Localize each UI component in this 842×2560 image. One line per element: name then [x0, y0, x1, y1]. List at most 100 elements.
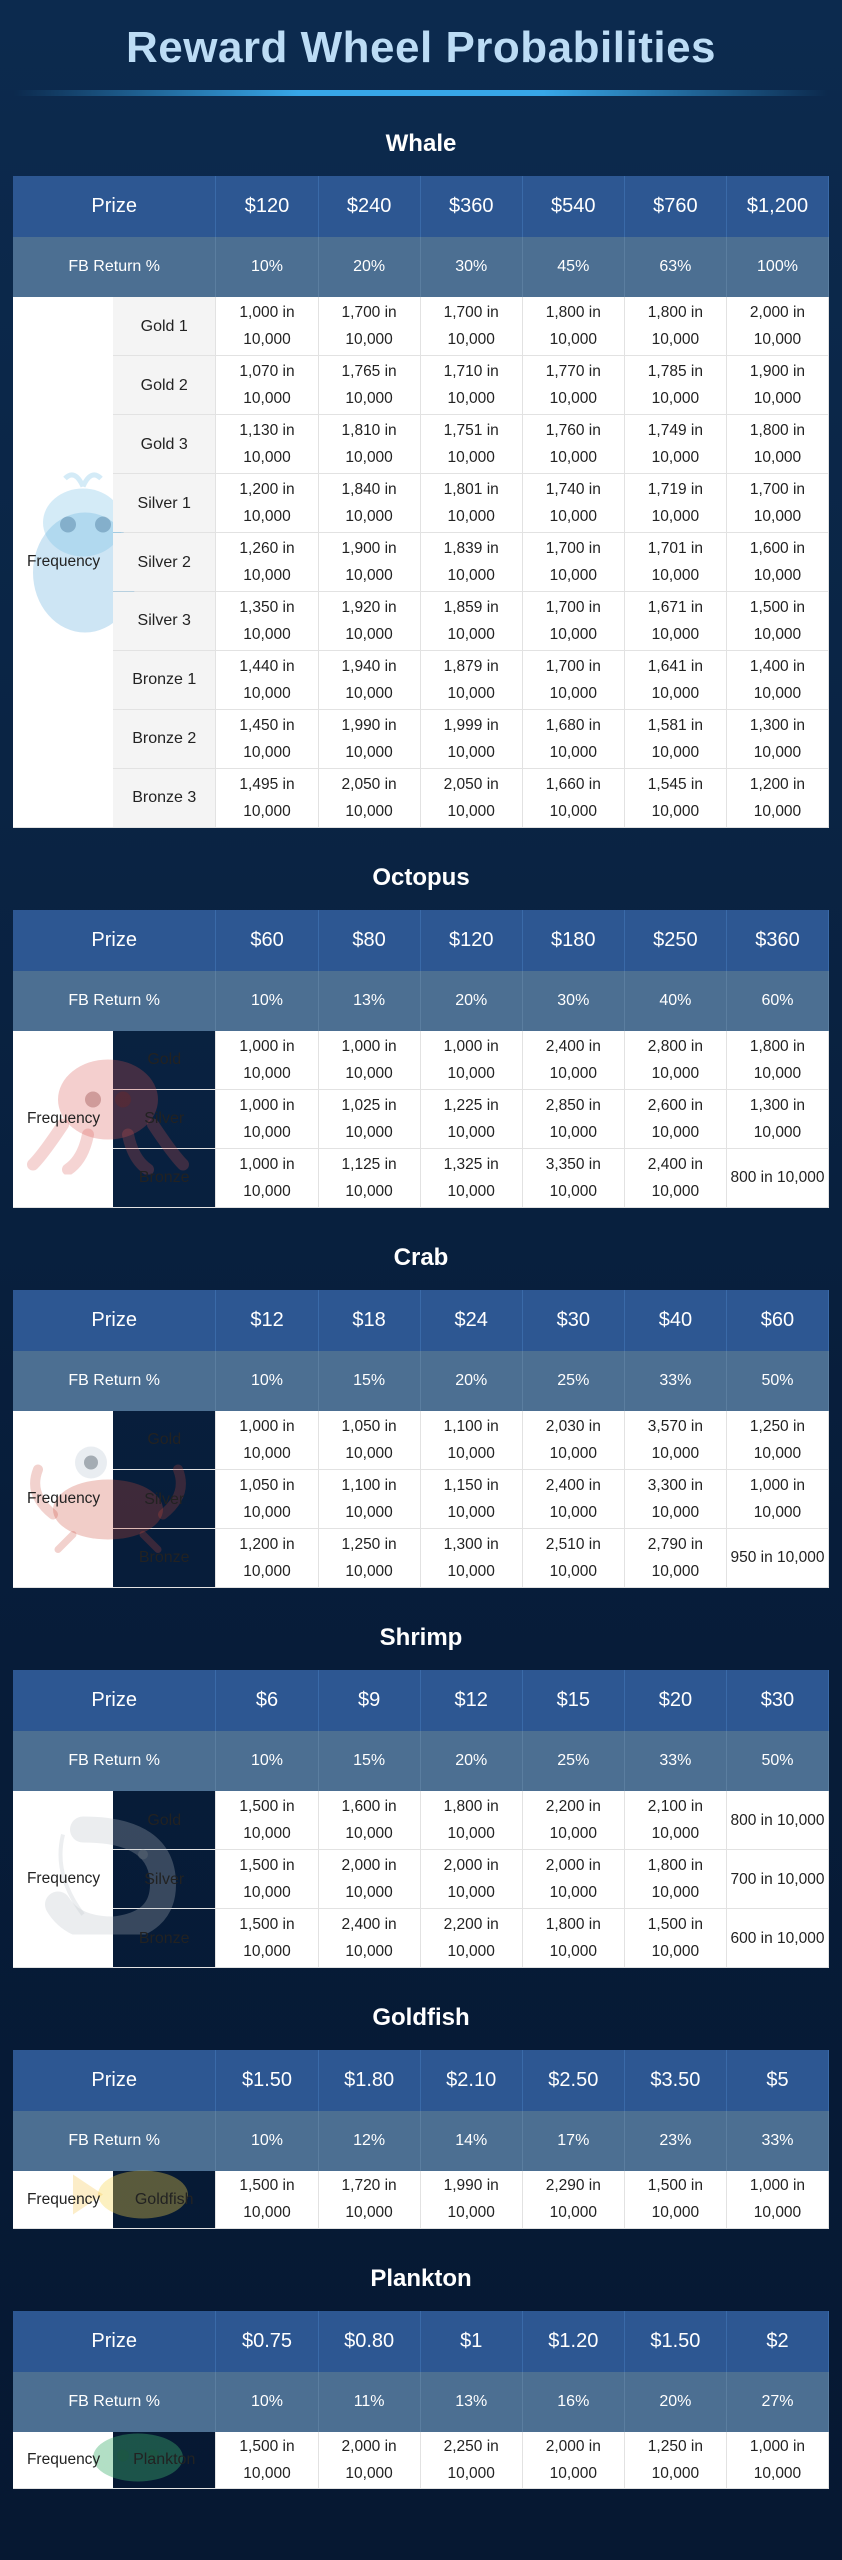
fb-return-cell: 20%	[420, 1730, 523, 1791]
tier-label: Silver 2	[112, 532, 217, 592]
tier-label: Bronze	[112, 1148, 217, 1208]
probability-cell: 1,800 in 10,000	[420, 1790, 523, 1851]
fb-return-cell: 33%	[726, 2111, 830, 2172]
probability-cell: 1,839 in 10,000	[420, 532, 523, 592]
probability-cell: 700 in 10,000	[726, 1849, 830, 1910]
probability-cell: 1,749 in 10,000	[624, 414, 727, 475]
probability-cell: 3,570 in 10,000	[624, 1410, 727, 1471]
prize-cell: $540	[522, 176, 625, 237]
probability-cell: 1,000 in 10,000	[726, 2431, 830, 2490]
fb-return-cell: 13%	[318, 970, 421, 1031]
tier-text: Gold	[147, 1431, 182, 1449]
probability-cell: 1,500 in 10,000	[624, 1908, 727, 1969]
prize-cell: $15	[522, 1669, 625, 1731]
probability-cell: 1,859 in 10,000	[420, 591, 523, 651]
fb-return-cell: 63%	[624, 237, 727, 297]
fb-return-cell: 10%	[215, 2371, 319, 2432]
prize-cell: $180	[522, 909, 625, 971]
probability-cell: 1,300 in 10,000	[726, 709, 830, 769]
probability-cell: 1,900 in 10,000	[318, 532, 421, 592]
probability-cell: 1,000 in 10,000	[420, 1030, 523, 1090]
fb-return-cell: 20%	[624, 2371, 727, 2432]
probability-cell: 1,810 in 10,000	[318, 414, 421, 475]
prize-cell: $24	[420, 1289, 523, 1351]
probability-cell: 2,050 in 10,000	[318, 768, 421, 828]
tier-text: Gold 3	[140, 435, 188, 453]
prize-header: Prize	[12, 2310, 217, 2372]
prize-cell: $120	[420, 909, 523, 971]
tier-text: Silver 2	[137, 553, 191, 571]
table-row: Frequency Goldfish 1,500 in 10,000 1,720 in…	[12, 2170, 830, 2229]
fb-return-cell: 15%	[318, 1730, 421, 1791]
prize-cell: $12	[420, 1669, 523, 1731]
probability-cell: 2,000 in 10,000	[522, 2431, 625, 2490]
probability-cell: 1,800 in 10,000	[726, 1030, 830, 1090]
probability-cell: 1,000 in 10,000	[215, 1148, 319, 1208]
prize-cell: $1.50	[624, 2310, 727, 2372]
probability-cell: 1,600 in 10,000	[726, 532, 830, 592]
prize-cell: $30	[522, 1289, 625, 1351]
fb-return-cell: 10%	[215, 237, 319, 297]
probability-cell: 1,300 in 10,000	[420, 1528, 523, 1588]
probability-cell: 1,495 in 10,000	[215, 768, 319, 828]
probability-cell: 1,070 in 10,000	[215, 355, 319, 416]
prize-cell: $30	[726, 1669, 830, 1731]
prize-header: Prize	[12, 1669, 217, 1731]
tier-text: Silver	[144, 1110, 185, 1128]
tier-text: Bronze	[138, 1929, 190, 1947]
tier-label: Gold 2	[112, 355, 217, 416]
tier-text: Goldfish	[134, 2190, 194, 2208]
fb-return-cell: 25%	[522, 1730, 625, 1791]
fb-return-cell: 12%	[318, 2111, 421, 2172]
probability-cell: 1,545 in 10,000	[624, 768, 727, 828]
probability-cell: 2,510 in 10,000	[522, 1528, 625, 1588]
fb-return-cell: 20%	[420, 970, 523, 1031]
probability-cell: 1,300 in 10,000	[726, 1089, 830, 1149]
prize-cell: $360	[420, 176, 523, 237]
tier-text: Plankton	[133, 2451, 196, 2469]
probability-cell: 2,850 in 10,000	[522, 1089, 625, 1149]
fb-return-cell: 20%	[318, 237, 421, 297]
probability-cell: 2,000 in 10,000	[726, 297, 830, 357]
probability-cell: 600 in 10,000	[726, 1908, 830, 1969]
probability-cell: 1,260 in 10,000	[215, 532, 319, 592]
probability-cell: 1,800 in 10,000	[624, 297, 727, 357]
frequency-label: Frequency	[26, 1110, 101, 1128]
tier-label: Goldfish	[112, 2171, 217, 2229]
probability-cell: 2,400 in 10,000	[522, 1469, 625, 1529]
probability-cell: 1,940 in 10,000	[318, 650, 421, 710]
probability-cell: 1,801 in 10,000	[420, 473, 523, 534]
tier-label: Silver	[112, 1089, 217, 1149]
probability-cell: 3,300 in 10,000	[624, 1469, 727, 1529]
probability-cell: 1,000 in 10,000	[726, 2171, 830, 2229]
probability-cell: 1,000 in 10,000	[215, 1030, 319, 1090]
prize-cell: $60	[726, 1289, 830, 1351]
fb-return-cell: 14%	[420, 2111, 523, 2172]
probability-cell: 2,400 in 10,000	[318, 1908, 421, 1969]
probability-cell: 2,400 in 10,000	[522, 1030, 625, 1090]
probability-cell: 1,720 in 10,000	[318, 2171, 421, 2229]
table-row: Bronze 1,000 in 10,000 1,125 in 10,000 1,32…	[13, 1148, 830, 1208]
fb-return-cell: 33%	[624, 1730, 727, 1791]
tier-label: Bronze 2	[112, 709, 217, 769]
tier-label: Bronze 3	[112, 768, 217, 828]
probability-cell: 1,500 in 10,000	[726, 591, 830, 651]
prize-cell: $3.50	[624, 2050, 727, 2112]
probability-cell: 1,710 in 10,000	[420, 355, 523, 416]
fb-return-header: FB Return %	[12, 1350, 217, 1411]
frequency-cell: Frequency	[12, 2431, 183, 2490]
tier-text: Bronze 1	[132, 671, 197, 689]
probability-cell: 1,500 in 10,000	[215, 2171, 319, 2229]
probability-cell: 2,000 in 10,000	[420, 1849, 523, 1910]
probability-cell: 1,800 in 10,000	[522, 1908, 625, 1969]
table-row: Bronze 3 1,495 in 10,000 2,050 in 10,000 2,…	[13, 768, 830, 828]
probability-cell: 1,130 in 10,000	[215, 414, 319, 475]
tier-label: Silver 3	[112, 591, 217, 651]
tier-label: Gold 1	[112, 297, 217, 357]
prize-row: Prize $12 $18 $24 $30 $40 $60	[12, 1289, 830, 1351]
fb-return-cell: 100%	[726, 237, 830, 297]
fb-return-cell: 15%	[318, 1350, 421, 1411]
probability-cell: 1,700 in 10,000	[420, 297, 523, 357]
probability-cell: 1,600 in 10,000	[318, 1790, 421, 1851]
probability-cell: 1,500 in 10,000	[215, 1908, 319, 1969]
